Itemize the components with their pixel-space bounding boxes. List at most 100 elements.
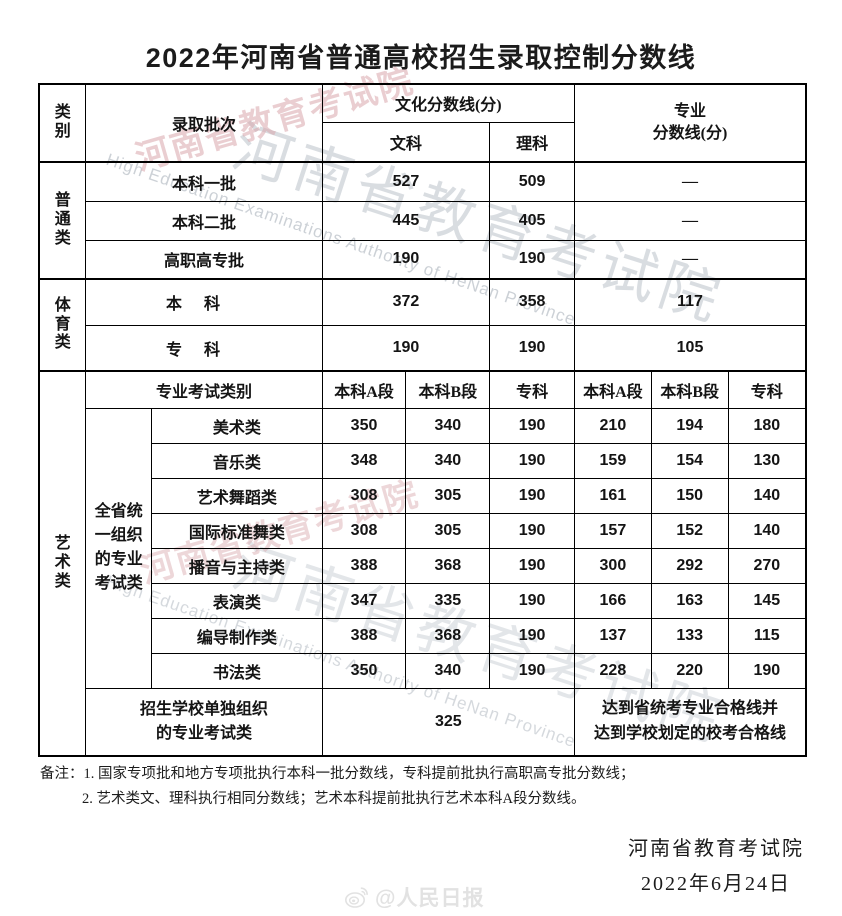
art-value: 347	[321, 582, 407, 619]
table-row: 体 育 类 本科 372 358 117	[38, 278, 807, 372]
art-value: 190	[727, 652, 807, 689]
signature-date: 2022年6月24日	[641, 873, 791, 895]
table-row: 书法类 350 340 190 228 220 190	[39, 652, 807, 689]
art-value: 340	[405, 407, 491, 444]
art-value: 210	[573, 407, 652, 444]
header-major-score: 专业 分数线(分)	[573, 83, 807, 163]
batch-label: 本科一批	[85, 161, 323, 202]
art-value: 340	[405, 652, 491, 689]
table-row: 本科二批 445 405 —	[39, 200, 807, 241]
table-row: 艺术舞蹈类 308 305 190 161 150 140	[39, 477, 807, 514]
art-value: 190	[489, 547, 575, 584]
art-row-name: 艺术舞蹈类	[151, 477, 323, 514]
table-row: 播音与主持类 388 368 190 300 292 270	[39, 547, 807, 584]
art-value: 154	[650, 442, 729, 479]
category-art: 艺 术 类	[38, 370, 87, 757]
header-art-sub-5: 专科	[727, 370, 807, 409]
header-category: 类 别	[38, 83, 87, 163]
art-value: 292	[650, 547, 729, 584]
weibo-credit: @人民日报	[344, 882, 484, 912]
art-value: 180	[727, 407, 807, 444]
value-major: —	[573, 239, 807, 280]
header-art-sub-2: 专科	[489, 370, 575, 409]
table-row: 表演类 347 335 190 166 163 145	[39, 582, 807, 619]
art-group-label: 全省统 一组织 的专业 考试类	[85, 407, 153, 689]
header-batch: 录取批次	[85, 83, 323, 163]
art-value: 115	[727, 617, 807, 654]
header-science: 理科	[489, 121, 575, 163]
art-value: 140	[727, 512, 807, 549]
art-value: 194	[650, 407, 729, 444]
value-major: 117	[573, 278, 807, 326]
school-exam-note: 达到省统考专业合格线并 达到学校划定的校考合格线	[573, 687, 807, 757]
batch-label: 专科	[85, 324, 323, 372]
header-art-sub-3: 本科A段	[573, 370, 652, 409]
value-science: 190	[489, 239, 575, 280]
header-art-sub-4: 本科B段	[650, 370, 729, 409]
value-major: —	[573, 200, 807, 241]
art-value: 300	[573, 547, 652, 584]
art-row-name: 书法类	[151, 652, 323, 689]
table-header-row-2: 文科 理科	[39, 121, 806, 163]
art-value: 340	[405, 442, 491, 479]
table-row: 音乐类 348 340 190 159 154 130	[39, 442, 807, 479]
footnote-text-2: 2. 艺术类文、理科执行相同分数线；艺术本科提前批执行艺术本科A段分数线。	[82, 791, 586, 808]
header-culture-score: 文化分数线(分)	[321, 83, 575, 123]
value-science: 405	[489, 200, 575, 241]
weibo-icon	[344, 884, 370, 910]
art-value: 157	[573, 512, 652, 549]
score-line-table: 类 别 录取批次 文化分数线(分) 专业 分数线(分) 文科 理科 普 通 类 …	[38, 83, 807, 757]
art-value: 305	[405, 477, 491, 514]
header-liberal-arts: 文科	[321, 121, 491, 163]
art-value: 368	[405, 547, 491, 584]
table-row: 编导制作类 388 368 190 137 133 115	[39, 617, 807, 654]
art-value: 190	[489, 477, 575, 514]
batch-label: 本科二批	[85, 200, 323, 241]
value-liberal: 527	[321, 161, 491, 202]
art-value: 350	[321, 407, 407, 444]
art-value: 388	[321, 547, 407, 584]
value-science: 190	[489, 324, 575, 372]
art-value: 305	[405, 512, 491, 549]
table-row: 普 通 类 本科一批 527 509 —	[38, 161, 807, 280]
art-value: 228	[573, 652, 652, 689]
value-liberal: 445	[321, 200, 491, 241]
table-row: 全省统 一组织 的专业 考试类 美术类 350 340 190 210 194 …	[39, 407, 807, 689]
art-value: 348	[321, 442, 407, 479]
value-major: —	[573, 161, 807, 202]
weibo-handle: @人民日报	[375, 887, 485, 910]
art-value: 166	[573, 582, 652, 619]
table-row: 艺 术 类 专业考试类别 本科A段 本科B段 专科 本科A段 本科B段 专科	[38, 370, 807, 757]
art-row-name: 播音与主持类	[151, 547, 323, 584]
art-value: 308	[321, 512, 407, 549]
art-value: 308	[321, 477, 407, 514]
art-value: 137	[573, 617, 652, 654]
value-science: 358	[489, 278, 575, 326]
art-value: 150	[650, 477, 729, 514]
footnote-line-1: 备注：1. 国家专项批和地方专项批执行本科一批分数线，专科提前批执行高职高专批分…	[40, 762, 820, 787]
value-liberal: 190	[321, 324, 491, 372]
art-row-name: 美术类	[151, 407, 323, 444]
art-row-name: 表演类	[151, 582, 323, 619]
value-science: 509	[489, 161, 575, 202]
signature-block: 河南省教育考试院 2022年6月24日	[628, 832, 804, 902]
art-value: 270	[727, 547, 807, 584]
signature-organization: 河南省教育考试院	[628, 838, 804, 860]
footnote-line-2: 2. 艺术类文、理科执行相同分数线；艺术本科提前批执行艺术本科A段分数线。	[40, 787, 820, 812]
page-title: 2022年河南省普通高校招生录取控制分数线	[145, 43, 697, 73]
value-liberal: 372	[321, 278, 491, 326]
table-row: 招生学校单独组织 的专业考试类 325 达到省统考专业合格线并 达到学校划定的校…	[39, 687, 807, 757]
art-value: 190	[489, 442, 575, 479]
art-value: 133	[650, 617, 729, 654]
school-exam-label: 招生学校单独组织 的专业考试类	[85, 687, 323, 757]
art-row-name: 国际标准舞类	[151, 512, 323, 549]
header-art-sub-1: 本科B段	[405, 370, 491, 409]
art-value: 130	[727, 442, 807, 479]
art-value: 145	[727, 582, 807, 619]
table-row: 国际标准舞类 308 305 190 157 152 140	[39, 512, 807, 549]
batch-label: 高职高专批	[85, 239, 323, 280]
table-header-row-1: 类 别 录取批次 文化分数线(分) 专业 分数线(分)	[38, 83, 807, 163]
art-value: 161	[573, 477, 652, 514]
art-value: 190	[489, 652, 575, 689]
category-sports: 体 育 类	[38, 278, 87, 372]
